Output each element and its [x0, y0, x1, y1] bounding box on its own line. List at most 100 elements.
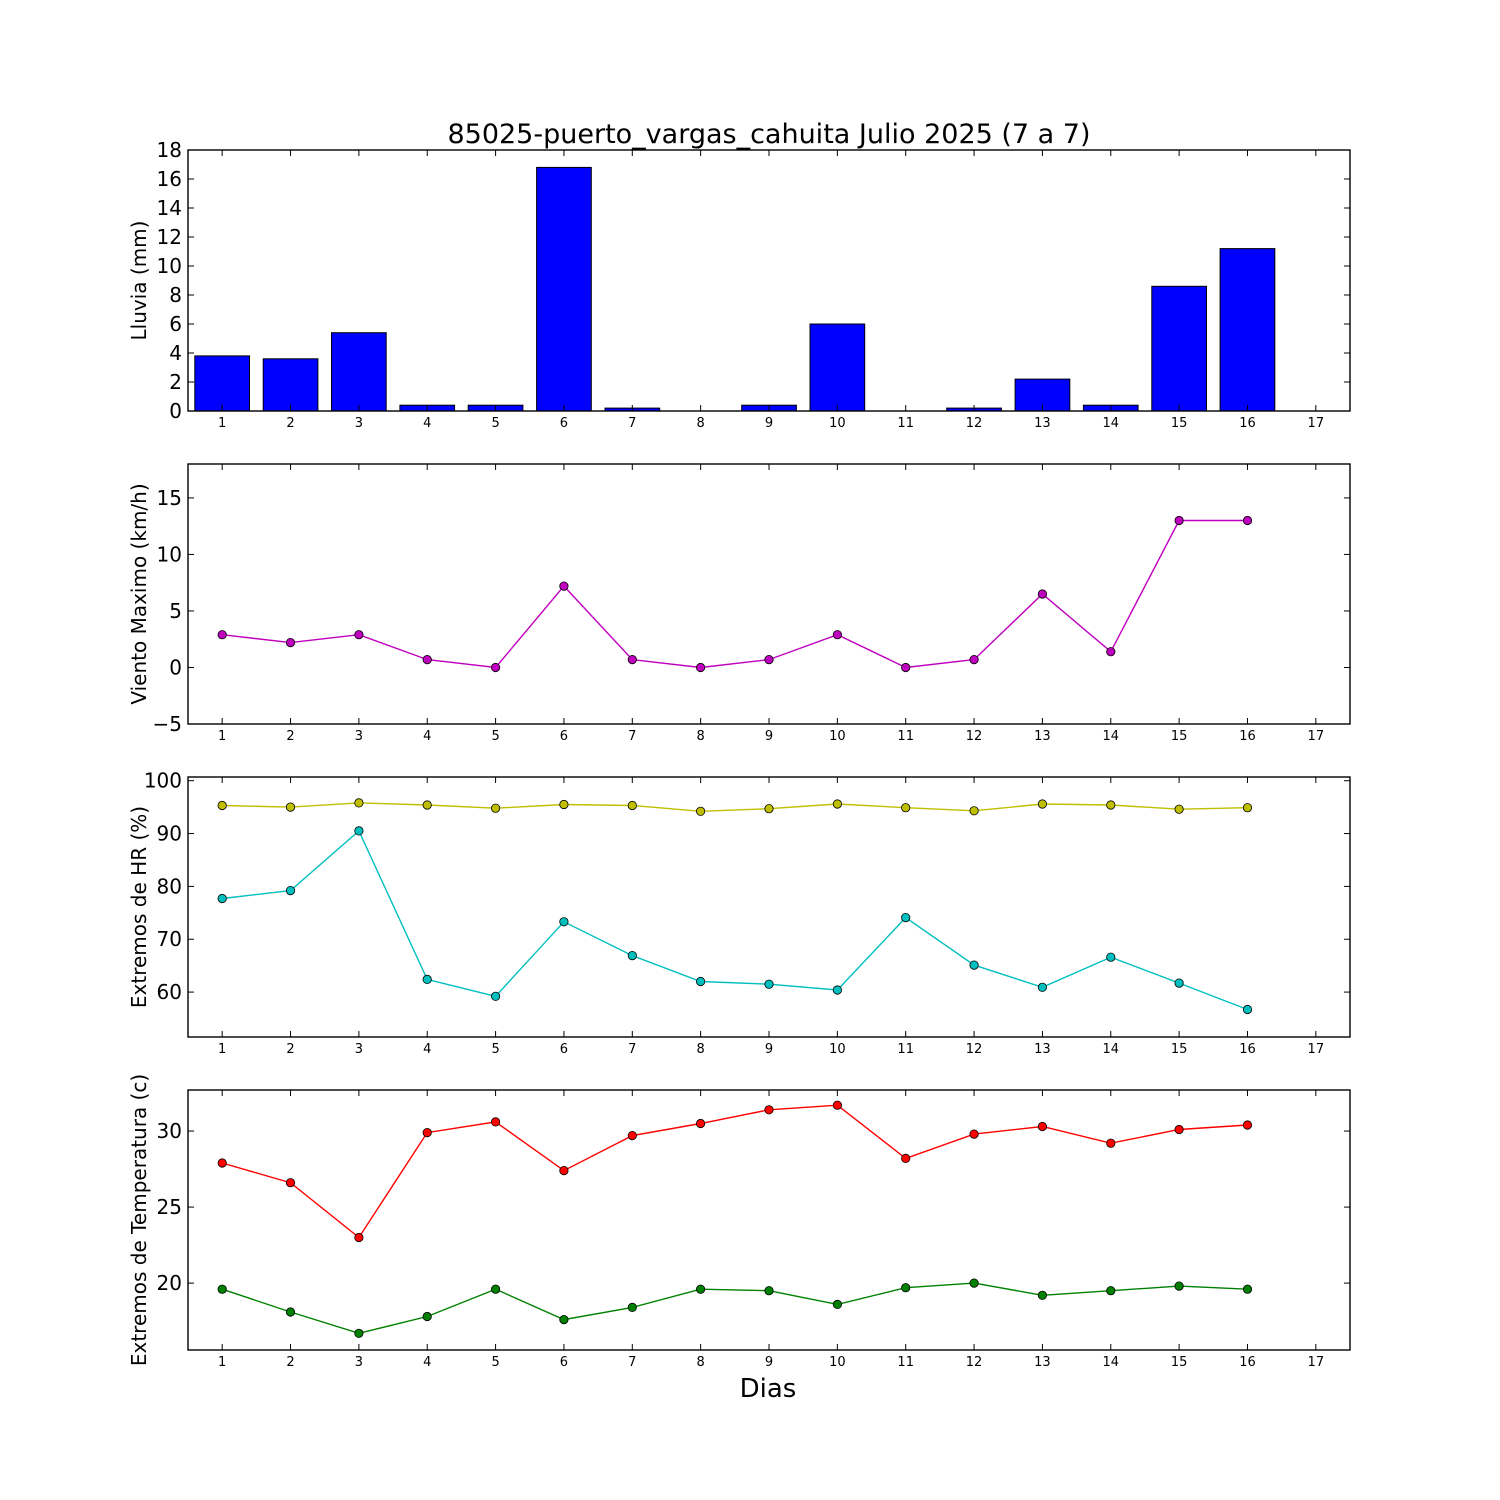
y-tick-label: 70 [157, 927, 182, 951]
x-tick-label: 1 [218, 729, 226, 744]
series-2-point-day-1 [217, 1284, 227, 1294]
series-2-point-day-10 [832, 1299, 843, 1310]
x-tick-label: 10 [829, 1042, 846, 1057]
x-tick-label: 5 [491, 416, 499, 431]
x-tick-label: 16 [1239, 1355, 1256, 1370]
y-tick-label: 10 [157, 254, 182, 278]
x-tick-label: 4 [423, 729, 431, 744]
x-tick-label: 2 [286, 416, 294, 431]
series-2-point-day-8 [695, 976, 706, 987]
x-tick-label: 7 [628, 1042, 636, 1057]
series-2-point-day-12 [969, 960, 979, 970]
x-tick-label: 10 [829, 416, 846, 431]
bar-day-16 [1219, 248, 1276, 412]
series-1-point-day-6 [559, 581, 569, 591]
x-tick-label: 11 [897, 416, 914, 431]
x-tick-label: 7 [628, 1355, 636, 1370]
series-2-point-day-7 [627, 1302, 637, 1313]
series-1-point-day-5 [490, 1117, 501, 1127]
bar-day-3 [331, 332, 387, 412]
x-tick-label: 3 [355, 416, 363, 431]
y-tick-label: −5 [153, 712, 182, 736]
series-2-point-day-11 [901, 1283, 911, 1293]
series-2-point-day-16 [1242, 1284, 1253, 1294]
x-axis-label: Dias [740, 1374, 797, 1404]
series-1-point-day-5 [490, 803, 501, 813]
x-tick-label: 6 [560, 416, 568, 431]
y-tick-label: 90 [157, 822, 182, 846]
series-2-point-day-16 [1242, 1004, 1253, 1015]
series-1-point-day-1 [217, 630, 227, 640]
x-tick-label: 5 [491, 1355, 499, 1370]
y-tick-label: 100 [144, 769, 182, 793]
y-axis-label: Lluvia (mm) [127, 221, 151, 341]
x-tick-label: 14 [1102, 416, 1119, 431]
series-2-point-day-7 [627, 950, 637, 961]
x-tick-label: 17 [1308, 1042, 1325, 1057]
x-tick-label: 2 [286, 729, 294, 744]
series-1-point-day-13 [1037, 799, 1048, 809]
series-2-point-day-3 [354, 1328, 364, 1338]
y-tick-label: 15 [157, 486, 182, 510]
chart-title: 85025-puerto_vargas_cahuita Julio 2025 (… [447, 119, 1090, 150]
x-tick-label: 2 [286, 1355, 294, 1370]
x-tick-label: 1 [218, 1042, 226, 1057]
x-tick-label: 15 [1171, 1355, 1188, 1370]
series-1-point-day-7 [627, 800, 637, 811]
series-1-point-day-12 [969, 1129, 979, 1139]
series-2-point-day-2 [285, 1307, 296, 1317]
x-tick-label: 1 [218, 416, 226, 431]
x-tick-label: 7 [628, 416, 636, 431]
y-axis-label: Extremos de HR (%) [127, 806, 151, 1008]
x-tick-label: 15 [1171, 416, 1188, 431]
x-tick-label: 16 [1239, 1042, 1256, 1057]
series-2-point-day-11 [901, 912, 911, 923]
x-tick-label: 8 [697, 1042, 705, 1057]
x-tick-label: 7 [628, 729, 636, 744]
y-tick-label: 18 [157, 138, 182, 162]
x-tick-label: 5 [491, 1042, 499, 1057]
series-2-point-day-14 [1106, 1286, 1116, 1296]
x-tick-label: 16 [1239, 729, 1256, 744]
x-tick-label: 9 [765, 729, 773, 744]
y-tick-label: 60 [157, 980, 182, 1004]
y-tick-label: 80 [157, 874, 182, 898]
series-1-point-day-16 [1242, 1120, 1253, 1130]
x-tick-label: 4 [423, 1355, 431, 1370]
x-tick-label: 10 [829, 1355, 846, 1370]
x-tick-label: 11 [897, 1355, 914, 1370]
x-tick-label: 6 [560, 1355, 568, 1370]
series-1-point-day-8 [695, 1118, 706, 1129]
series-2-point-day-3 [354, 826, 364, 836]
y-tick-label: 0 [169, 399, 182, 423]
series-1-point-day-5 [490, 662, 501, 673]
series-2-point-day-13 [1037, 982, 1048, 992]
y-axis-label: Extremos de Temperatura (c) [127, 1074, 151, 1366]
series-2-point-day-1 [217, 893, 227, 904]
y-tick-label: 2 [169, 370, 182, 394]
series-2-point-day-15 [1174, 1281, 1184, 1291]
series-1-point-day-14 [1106, 647, 1116, 657]
series-1-point-day-4 [422, 800, 432, 810]
series-1-point-day-15 [1174, 804, 1184, 814]
series-2-point-day-14 [1106, 952, 1116, 962]
x-tick-label: 6 [560, 1042, 568, 1057]
x-tick-label: 15 [1171, 729, 1188, 744]
x-tick-label: 12 [966, 1042, 983, 1057]
x-tick-label: 5 [491, 729, 499, 744]
series-line-2 [221, 1282, 1248, 1335]
y-tick-label: 25 [157, 1195, 182, 1219]
x-tick-label: 3 [355, 1355, 363, 1370]
series-2-point-day-5 [490, 991, 501, 1001]
series-1-point-day-13 [1037, 589, 1048, 599]
x-tick-label: 8 [697, 416, 705, 431]
x-tick-label: 10 [829, 729, 846, 744]
x-tick-label: 13 [1034, 729, 1051, 744]
series-line-1 [222, 802, 1248, 813]
series-1-point-day-12 [969, 806, 979, 816]
x-tick-label: 11 [897, 1042, 914, 1057]
y-tick-label: 16 [157, 167, 182, 191]
